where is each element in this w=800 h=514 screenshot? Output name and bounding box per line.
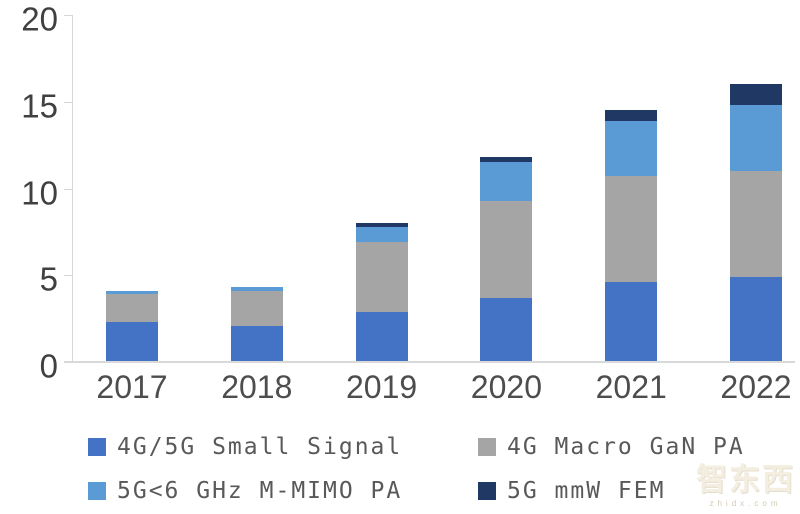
legend-label: 4G/5G Small Signal <box>117 433 403 460</box>
bar-segment <box>480 157 533 163</box>
bar-segment <box>355 242 408 312</box>
bar-segment <box>355 223 408 227</box>
x-axis-line <box>64 361 795 363</box>
y-axis-tick-label: 20 <box>21 0 58 38</box>
bar-segment <box>605 110 658 121</box>
legend-item: 5G<6 GHz M-MIMO PA <box>88 471 478 510</box>
bar-segment <box>480 162 533 201</box>
bar-segment <box>106 294 158 323</box>
x-axis-tick-label: 2022 <box>720 369 792 405</box>
y-axis-line <box>72 15 73 362</box>
x-axis-tick-label: 2021 <box>595 369 667 405</box>
bar-segment <box>730 276 782 362</box>
legend-swatch <box>478 481 496 500</box>
legend: 4G/5G Small Signal 4G Macro GaN PA 5G<6 GH… <box>88 427 745 510</box>
bar-segment <box>106 322 158 362</box>
bar-segment <box>230 287 283 291</box>
bar-segment <box>355 226 408 243</box>
y-axis-tick-mark <box>64 275 72 277</box>
bar-segment <box>605 176 658 283</box>
x-axis-tick-label: 2019 <box>346 369 418 405</box>
legend-item: 5G mmW FEM <box>478 471 745 510</box>
y-axis-tick-label: 15 <box>21 87 58 125</box>
y-axis-tick-label: 5 <box>39 260 58 298</box>
y-axis-tick-label: 10 <box>21 174 58 211</box>
legend-label: 5G<6 GHz M-MIMO PA <box>117 477 403 504</box>
y-axis-tick-label: 0 <box>39 347 58 385</box>
x-axis-tick-label: 2020 <box>470 369 542 405</box>
bar-segment <box>230 325 283 362</box>
bar-segment <box>106 290 158 295</box>
bar-segment <box>355 311 408 362</box>
x-axis-tick-label: 2018 <box>221 369 293 405</box>
legend-item: 4G Macro GaN PA <box>478 427 745 466</box>
legend-swatch <box>88 481 106 500</box>
legend-item: 4G/5G Small Signal <box>88 427 478 466</box>
y-axis-tick-mark <box>64 101 72 103</box>
bar-segment <box>730 84 782 106</box>
bar-segment <box>480 297 533 362</box>
bar-segment <box>230 290 283 326</box>
bar-segment <box>730 105 782 172</box>
bar-segment <box>730 171 782 277</box>
bar-segment <box>605 120 658 177</box>
legend-swatch <box>88 437 106 456</box>
y-axis-tick-mark <box>64 15 72 16</box>
bar-segment <box>605 282 658 362</box>
legend-swatch <box>478 437 496 456</box>
legend-label: 4G Macro GaN PA <box>507 433 745 460</box>
legend-label: 5G mmW FEM <box>507 477 666 504</box>
y-axis-tick-mark <box>64 188 72 190</box>
x-axis-tick-label: 2017 <box>96 369 168 405</box>
bar-segment <box>480 200 533 298</box>
